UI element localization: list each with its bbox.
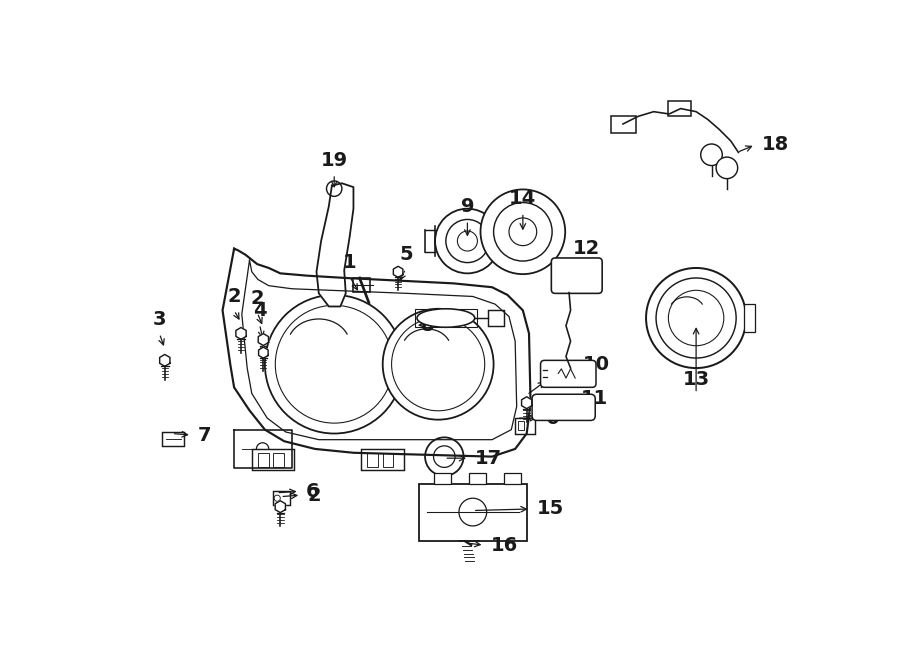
Text: 6: 6 <box>306 482 319 501</box>
Text: 19: 19 <box>320 151 347 170</box>
Circle shape <box>265 295 403 434</box>
Bar <box>418 484 526 541</box>
Polygon shape <box>159 354 170 366</box>
Polygon shape <box>275 501 285 512</box>
Bar <box>515 418 536 434</box>
Bar <box>258 453 269 467</box>
Text: 2: 2 <box>307 486 321 504</box>
Bar <box>274 453 284 467</box>
Polygon shape <box>234 430 292 468</box>
Circle shape <box>435 209 500 274</box>
Bar <box>488 310 504 326</box>
Bar <box>504 473 520 484</box>
Polygon shape <box>522 397 532 408</box>
Circle shape <box>493 202 552 261</box>
Polygon shape <box>242 260 517 440</box>
Bar <box>252 449 294 471</box>
FancyBboxPatch shape <box>552 258 602 293</box>
Bar <box>367 453 378 467</box>
Text: 10: 10 <box>583 355 610 373</box>
Ellipse shape <box>417 309 474 327</box>
Circle shape <box>275 305 393 423</box>
FancyBboxPatch shape <box>541 360 596 387</box>
Text: 2: 2 <box>228 287 241 306</box>
Circle shape <box>425 438 464 476</box>
Circle shape <box>716 157 738 178</box>
Circle shape <box>446 219 489 262</box>
Bar <box>435 473 451 484</box>
Circle shape <box>457 231 477 251</box>
Text: 3: 3 <box>153 310 166 329</box>
Bar <box>163 432 184 446</box>
Text: 2: 2 <box>554 370 567 389</box>
Circle shape <box>579 266 598 285</box>
Circle shape <box>459 498 487 526</box>
Text: 5: 5 <box>399 245 412 264</box>
FancyBboxPatch shape <box>532 394 595 420</box>
Circle shape <box>701 144 723 165</box>
Text: 4: 4 <box>253 301 266 320</box>
Bar <box>273 491 290 505</box>
Text: 13: 13 <box>682 370 710 389</box>
Circle shape <box>382 309 493 420</box>
Bar <box>743 304 754 332</box>
Circle shape <box>509 218 536 246</box>
Text: 11: 11 <box>580 389 608 408</box>
Polygon shape <box>317 183 354 307</box>
Polygon shape <box>258 347 268 358</box>
Circle shape <box>327 181 342 196</box>
Polygon shape <box>222 249 530 457</box>
Circle shape <box>274 495 280 501</box>
Circle shape <box>656 278 736 358</box>
Bar <box>560 369 581 383</box>
Polygon shape <box>393 266 403 278</box>
Bar <box>469 473 486 484</box>
Text: 6: 6 <box>546 408 560 428</box>
Text: 7: 7 <box>198 426 212 445</box>
Text: 16: 16 <box>491 535 518 555</box>
Bar <box>361 449 403 471</box>
Bar <box>518 421 525 430</box>
Bar <box>415 309 477 327</box>
Text: 12: 12 <box>572 239 599 258</box>
Circle shape <box>434 446 455 467</box>
Polygon shape <box>258 334 268 346</box>
Bar <box>382 453 393 467</box>
Text: 15: 15 <box>536 500 564 518</box>
Circle shape <box>256 443 269 455</box>
Text: 2: 2 <box>250 290 264 308</box>
Text: 18: 18 <box>761 136 788 154</box>
Bar <box>354 278 371 292</box>
Text: 1: 1 <box>343 253 356 272</box>
Circle shape <box>646 268 746 368</box>
Text: 8: 8 <box>421 316 435 335</box>
Circle shape <box>392 318 485 410</box>
Bar <box>611 116 636 134</box>
Text: 9: 9 <box>461 197 474 216</box>
Text: 17: 17 <box>475 449 502 468</box>
Circle shape <box>669 290 724 346</box>
Circle shape <box>481 190 565 274</box>
Polygon shape <box>236 327 247 339</box>
Text: 14: 14 <box>509 189 536 208</box>
Bar <box>668 101 690 116</box>
